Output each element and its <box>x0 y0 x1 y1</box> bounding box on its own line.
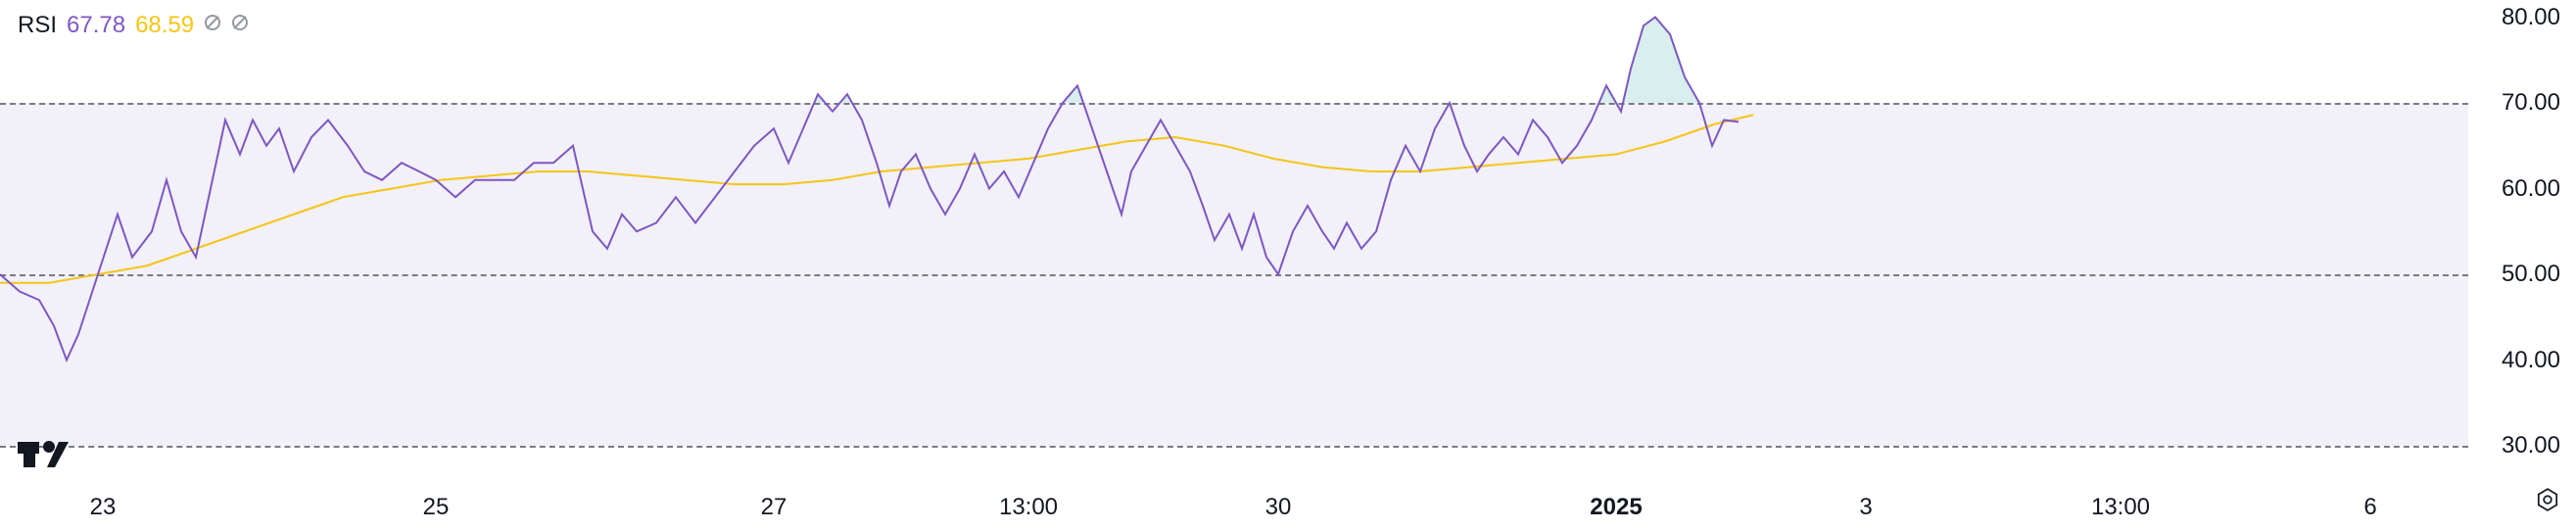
plot-area[interactable] <box>0 0 2468 480</box>
settings-icon[interactable] <box>2535 487 2560 517</box>
y-axis: 80.00 70.00 60.00 50.00 40.00 30.00 <box>2468 0 2576 480</box>
y-axis-label: 40.00 <box>2502 347 2560 374</box>
x-axis-label: 13:00 <box>2091 494 2150 521</box>
indicator-name: RSI <box>18 12 57 39</box>
visibility-icon[interactable] <box>204 14 221 37</box>
y-axis-label: 80.00 <box>2502 4 2560 31</box>
overbought-fill <box>814 18 1699 104</box>
x-axis-label: 25 <box>423 494 450 521</box>
visibility-icon[interactable] <box>231 14 249 37</box>
tradingview-logo[interactable] <box>18 438 69 472</box>
y-axis-label: 70.00 <box>2502 89 2560 117</box>
chart-svg <box>0 0 2468 480</box>
rsi-line <box>0 18 1739 361</box>
y-axis-label: 30.00 <box>2502 432 2560 459</box>
x-axis-label: 23 <box>90 494 117 521</box>
x-axis-label: 27 <box>761 494 787 521</box>
x-axis-label: 2025 <box>1590 494 1642 521</box>
indicator-value-1: 67.78 <box>67 12 125 39</box>
y-axis-label: 60.00 <box>2502 175 2560 203</box>
x-axis-label: 6 <box>2363 494 2376 521</box>
indicator-value-2: 68.59 <box>135 12 194 39</box>
y-axis-label: 50.00 <box>2502 261 2560 288</box>
chart-legend[interactable]: RSI 67.78 68.59 <box>18 12 249 39</box>
x-axis-label: 13:00 <box>999 494 1058 521</box>
rsi-chart-panel: RSI 67.78 68.59 80.00 70.00 60.00 50.00 40.0… <box>0 0 2576 531</box>
x-axis-label: 30 <box>1265 494 1292 521</box>
x-axis: 23 25 27 13:00 30 2025 3 13:00 6 <box>0 480 2468 531</box>
x-axis-label: 3 <box>1859 494 1872 521</box>
